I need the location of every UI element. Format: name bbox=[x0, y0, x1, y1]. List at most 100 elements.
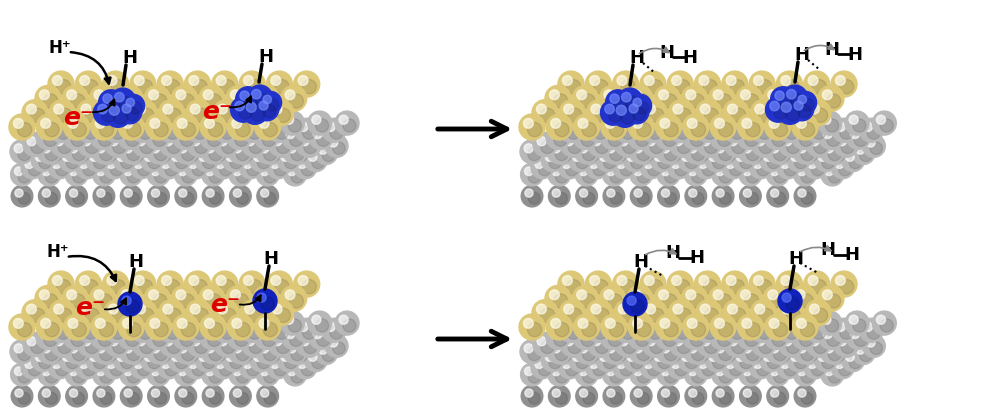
Circle shape bbox=[100, 193, 112, 205]
Circle shape bbox=[149, 90, 158, 100]
Circle shape bbox=[708, 311, 732, 335]
Circle shape bbox=[254, 353, 262, 361]
Circle shape bbox=[660, 319, 670, 328]
Circle shape bbox=[835, 76, 845, 86]
Circle shape bbox=[97, 319, 110, 332]
Circle shape bbox=[610, 346, 619, 354]
Circle shape bbox=[528, 370, 541, 383]
Circle shape bbox=[38, 164, 61, 186]
Circle shape bbox=[719, 370, 732, 383]
Circle shape bbox=[223, 342, 236, 355]
Circle shape bbox=[722, 271, 748, 297]
Circle shape bbox=[271, 76, 281, 86]
Circle shape bbox=[191, 137, 200, 146]
Circle shape bbox=[801, 392, 813, 404]
Circle shape bbox=[566, 280, 581, 294]
Circle shape bbox=[233, 367, 242, 376]
Circle shape bbox=[640, 271, 666, 297]
Circle shape bbox=[771, 319, 784, 332]
Circle shape bbox=[573, 126, 597, 150]
Circle shape bbox=[773, 323, 787, 337]
Circle shape bbox=[761, 342, 773, 355]
Circle shape bbox=[805, 318, 829, 342]
Circle shape bbox=[605, 319, 615, 328]
Circle shape bbox=[545, 353, 554, 361]
Circle shape bbox=[719, 148, 732, 161]
Circle shape bbox=[703, 127, 716, 140]
Circle shape bbox=[779, 333, 803, 357]
Circle shape bbox=[784, 339, 793, 347]
Circle shape bbox=[171, 311, 195, 335]
Circle shape bbox=[205, 119, 214, 129]
Circle shape bbox=[808, 360, 817, 368]
Circle shape bbox=[165, 339, 174, 347]
Circle shape bbox=[719, 146, 728, 155]
Circle shape bbox=[637, 193, 649, 205]
Circle shape bbox=[727, 123, 736, 132]
Circle shape bbox=[117, 311, 141, 335]
Circle shape bbox=[806, 133, 830, 157]
Circle shape bbox=[124, 190, 132, 198]
Circle shape bbox=[823, 330, 832, 339]
Circle shape bbox=[100, 346, 109, 354]
Circle shape bbox=[661, 142, 684, 165]
Circle shape bbox=[661, 168, 670, 176]
Circle shape bbox=[575, 363, 598, 386]
Circle shape bbox=[75, 72, 101, 98]
Circle shape bbox=[578, 319, 588, 328]
Circle shape bbox=[668, 300, 694, 326]
Circle shape bbox=[123, 119, 132, 129]
Circle shape bbox=[69, 142, 92, 165]
Circle shape bbox=[747, 346, 755, 354]
Circle shape bbox=[719, 348, 732, 361]
Circle shape bbox=[751, 133, 775, 157]
Circle shape bbox=[241, 133, 265, 157]
Circle shape bbox=[228, 140, 252, 164]
Circle shape bbox=[621, 339, 629, 347]
Circle shape bbox=[130, 157, 153, 179]
Text: H: H bbox=[690, 248, 704, 266]
Circle shape bbox=[566, 81, 581, 95]
Circle shape bbox=[80, 123, 90, 132]
Circle shape bbox=[719, 171, 732, 184]
Circle shape bbox=[548, 186, 570, 207]
Circle shape bbox=[692, 148, 705, 161]
Circle shape bbox=[549, 157, 561, 169]
Circle shape bbox=[822, 290, 832, 300]
Circle shape bbox=[579, 142, 602, 165]
Circle shape bbox=[160, 133, 184, 157]
Circle shape bbox=[836, 323, 845, 332]
Circle shape bbox=[222, 150, 245, 172]
Circle shape bbox=[668, 150, 681, 162]
Circle shape bbox=[839, 363, 851, 376]
Circle shape bbox=[657, 164, 680, 186]
Circle shape bbox=[583, 193, 595, 205]
Circle shape bbox=[138, 280, 153, 294]
Circle shape bbox=[700, 304, 710, 314]
Circle shape bbox=[759, 309, 773, 323]
Circle shape bbox=[617, 335, 640, 357]
Circle shape bbox=[158, 300, 184, 326]
Circle shape bbox=[687, 330, 696, 339]
Circle shape bbox=[854, 134, 867, 147]
Circle shape bbox=[222, 109, 236, 123]
Circle shape bbox=[195, 150, 218, 172]
Circle shape bbox=[230, 116, 239, 125]
Circle shape bbox=[629, 95, 652, 118]
Circle shape bbox=[727, 323, 736, 332]
Circle shape bbox=[583, 392, 595, 404]
Circle shape bbox=[776, 271, 802, 297]
Circle shape bbox=[811, 363, 824, 376]
Circle shape bbox=[809, 123, 818, 132]
Circle shape bbox=[248, 280, 262, 294]
Circle shape bbox=[138, 139, 147, 148]
Circle shape bbox=[75, 271, 101, 297]
Circle shape bbox=[654, 86, 680, 112]
Circle shape bbox=[662, 120, 675, 133]
Circle shape bbox=[828, 171, 841, 184]
Circle shape bbox=[120, 363, 143, 386]
Circle shape bbox=[239, 356, 262, 379]
Circle shape bbox=[619, 137, 628, 146]
Circle shape bbox=[607, 190, 615, 198]
Circle shape bbox=[603, 157, 616, 169]
